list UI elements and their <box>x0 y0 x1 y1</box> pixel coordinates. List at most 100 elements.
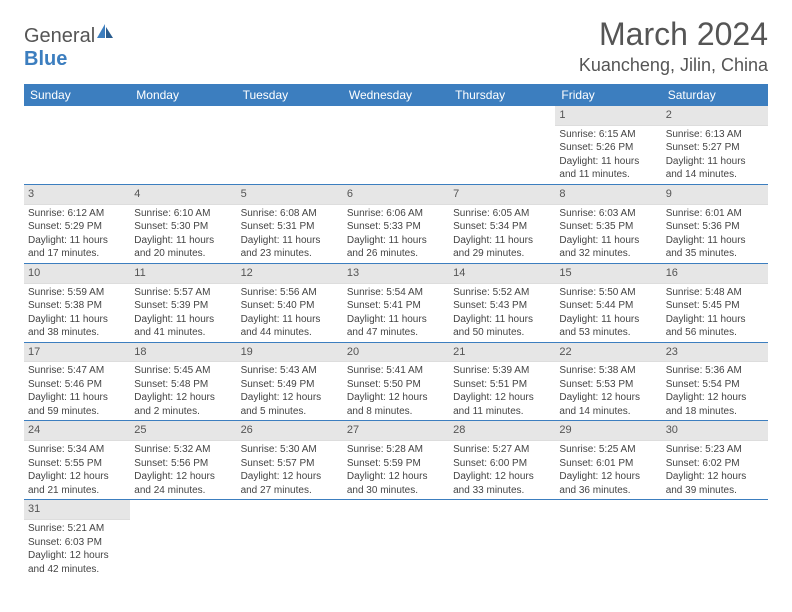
calendar-cell <box>237 106 343 184</box>
sunrise-text: Sunrise: 5:25 AM <box>559 443 657 457</box>
calendar-cell: 1Sunrise: 6:15 AMSunset: 5:26 PMDaylight… <box>555 106 661 184</box>
sunset-text: Sunset: 5:36 PM <box>666 220 764 234</box>
sunrise-text: Sunrise: 5:45 AM <box>134 364 232 378</box>
day-number: 27 <box>343 421 449 441</box>
day-details: Sunrise: 6:08 AMSunset: 5:31 PMDaylight:… <box>237 205 343 263</box>
day-details: Sunrise: 5:38 AMSunset: 5:53 PMDaylight:… <box>555 362 661 420</box>
daylight-text: Daylight: 11 hours and 56 minutes. <box>666 313 764 340</box>
sunrise-text: Sunrise: 5:21 AM <box>28 522 126 536</box>
daylight-text: Daylight: 11 hours and 11 minutes. <box>559 155 657 182</box>
day-details: Sunrise: 5:59 AMSunset: 5:38 PMDaylight:… <box>24 284 130 342</box>
day-details: Sunrise: 6:15 AMSunset: 5:26 PMDaylight:… <box>555 126 661 184</box>
daylight-text: Daylight: 12 hours and 27 minutes. <box>241 470 339 497</box>
sunset-text: Sunset: 5:34 PM <box>453 220 551 234</box>
day-number: 15 <box>555 264 661 284</box>
sunrise-text: Sunrise: 5:27 AM <box>453 443 551 457</box>
calendar-row: 3Sunrise: 6:12 AMSunset: 5:29 PMDaylight… <box>24 184 768 263</box>
sunrise-text: Sunrise: 6:01 AM <box>666 207 764 221</box>
calendar-cell: 12Sunrise: 5:56 AMSunset: 5:40 PMDayligh… <box>237 263 343 342</box>
day-number: 5 <box>237 185 343 205</box>
day-details: Sunrise: 5:36 AMSunset: 5:54 PMDaylight:… <box>662 362 768 420</box>
calendar-cell: 26Sunrise: 5:30 AMSunset: 5:57 PMDayligh… <box>237 421 343 500</box>
sunset-text: Sunset: 6:03 PM <box>28 536 126 550</box>
daylight-text: Daylight: 12 hours and 21 minutes. <box>28 470 126 497</box>
daylight-text: Daylight: 11 hours and 14 minutes. <box>666 155 764 182</box>
day-number: 11 <box>130 264 236 284</box>
calendar-cell: 6Sunrise: 6:06 AMSunset: 5:33 PMDaylight… <box>343 184 449 263</box>
day-details: Sunrise: 5:34 AMSunset: 5:55 PMDaylight:… <box>24 441 130 499</box>
logo: General Blue <box>24 16 115 71</box>
sunrise-text: Sunrise: 5:47 AM <box>28 364 126 378</box>
day-details: Sunrise: 5:56 AMSunset: 5:40 PMDaylight:… <box>237 284 343 342</box>
sunrise-text: Sunrise: 5:50 AM <box>559 286 657 300</box>
sunrise-text: Sunrise: 5:38 AM <box>559 364 657 378</box>
calendar-cell: 22Sunrise: 5:38 AMSunset: 5:53 PMDayligh… <box>555 342 661 421</box>
calendar-cell: 18Sunrise: 5:45 AMSunset: 5:48 PMDayligh… <box>130 342 236 421</box>
daylight-text: Daylight: 12 hours and 39 minutes. <box>666 470 764 497</box>
sunset-text: Sunset: 5:46 PM <box>28 378 126 392</box>
calendar-cell <box>662 500 768 578</box>
sunset-text: Sunset: 5:43 PM <box>453 299 551 313</box>
day-details: Sunrise: 5:23 AMSunset: 6:02 PMDaylight:… <box>662 441 768 499</box>
page-header: General Blue March 2024 Kuancheng, Jilin… <box>24 16 768 76</box>
calendar-cell: 29Sunrise: 5:25 AMSunset: 6:01 PMDayligh… <box>555 421 661 500</box>
calendar-cell <box>237 500 343 578</box>
day-details: Sunrise: 5:27 AMSunset: 6:00 PMDaylight:… <box>449 441 555 499</box>
calendar-row: 1Sunrise: 6:15 AMSunset: 5:26 PMDaylight… <box>24 106 768 184</box>
day-number: 31 <box>24 500 130 520</box>
day-details: Sunrise: 6:03 AMSunset: 5:35 PMDaylight:… <box>555 205 661 263</box>
day-details: Sunrise: 5:39 AMSunset: 5:51 PMDaylight:… <box>449 362 555 420</box>
day-number: 7 <box>449 185 555 205</box>
day-details: Sunrise: 6:13 AMSunset: 5:27 PMDaylight:… <box>662 126 768 184</box>
day-number: 16 <box>662 264 768 284</box>
sunrise-text: Sunrise: 5:54 AM <box>347 286 445 300</box>
sunset-text: Sunset: 5:45 PM <box>666 299 764 313</box>
day-number: 8 <box>555 185 661 205</box>
day-details: Sunrise: 6:12 AMSunset: 5:29 PMDaylight:… <box>24 205 130 263</box>
sunset-text: Sunset: 5:51 PM <box>453 378 551 392</box>
day-number: 14 <box>449 264 555 284</box>
day-number: 24 <box>24 421 130 441</box>
daylight-text: Daylight: 11 hours and 20 minutes. <box>134 234 232 261</box>
sunrise-text: Sunrise: 5:48 AM <box>666 286 764 300</box>
calendar-cell: 16 Sunrise: 5:48 AMSunset: 5:45 PMDayligh… <box>662 263 768 342</box>
sunrise-text: Sunrise: 5:57 AM <box>134 286 232 300</box>
calendar-row: 10Sunrise: 5:59 AMSunset: 5:38 PMDayligh… <box>24 263 768 342</box>
calendar-cell: 10Sunrise: 5:59 AMSunset: 5:38 PMDayligh… <box>24 263 130 342</box>
header-friday: Friday <box>555 84 661 106</box>
sunset-text: Sunset: 5:44 PM <box>559 299 657 313</box>
sunrise-text: Sunrise: 5:36 AM <box>666 364 764 378</box>
title-block: March 2024 Kuancheng, Jilin, China <box>579 16 768 76</box>
sunrise-text: Sunrise: 5:34 AM <box>28 443 126 457</box>
day-header-row: Sunday Monday Tuesday Wednesday Thursday… <box>24 84 768 106</box>
sunset-text: Sunset: 5:40 PM <box>241 299 339 313</box>
calendar-cell <box>130 106 236 184</box>
daylight-text: Daylight: 12 hours and 5 minutes. <box>241 391 339 418</box>
day-number: 9 <box>662 185 768 205</box>
sunset-text: Sunset: 5:29 PM <box>28 220 126 234</box>
day-details: Sunrise: 5:45 AMSunset: 5:48 PMDaylight:… <box>130 362 236 420</box>
day-number: 18 <box>130 343 236 363</box>
calendar-cell: 25Sunrise: 5:32 AMSunset: 5:56 PMDayligh… <box>130 421 236 500</box>
sunrise-text: Sunrise: 6:12 AM <box>28 207 126 221</box>
calendar-cell: 23Sunrise: 5:36 AMSunset: 5:54 PMDayligh… <box>662 342 768 421</box>
day-details: Sunrise: 6:06 AMSunset: 5:33 PMDaylight:… <box>343 205 449 263</box>
day-details: Sunrise: 6:10 AMSunset: 5:30 PMDaylight:… <box>130 205 236 263</box>
header-tuesday: Tuesday <box>237 84 343 106</box>
calendar-cell <box>343 500 449 578</box>
daylight-text: Daylight: 11 hours and 32 minutes. <box>559 234 657 261</box>
daylight-text: Daylight: 11 hours and 59 minutes. <box>28 391 126 418</box>
daylight-text: Daylight: 12 hours and 42 minutes. <box>28 549 126 576</box>
calendar-cell: 17Sunrise: 5:47 AMSunset: 5:46 PMDayligh… <box>24 342 130 421</box>
day-number: 10 <box>24 264 130 284</box>
calendar-cell: 24Sunrise: 5:34 AMSunset: 5:55 PMDayligh… <box>24 421 130 500</box>
sunset-text: Sunset: 5:48 PM <box>134 378 232 392</box>
daylight-text: Daylight: 12 hours and 14 minutes. <box>559 391 657 418</box>
day-details: Sunrise: 5:25 AMSunset: 6:01 PMDaylight:… <box>555 441 661 499</box>
sunset-text: Sunset: 5:35 PM <box>559 220 657 234</box>
day-number: 20 <box>343 343 449 363</box>
calendar-cell: 9Sunrise: 6:01 AMSunset: 5:36 PMDaylight… <box>662 184 768 263</box>
calendar-cell: 20Sunrise: 5:41 AMSunset: 5:50 PMDayligh… <box>343 342 449 421</box>
sunset-text: Sunset: 5:31 PM <box>241 220 339 234</box>
day-details: Sunrise: 5:57 AMSunset: 5:39 PMDaylight:… <box>130 284 236 342</box>
